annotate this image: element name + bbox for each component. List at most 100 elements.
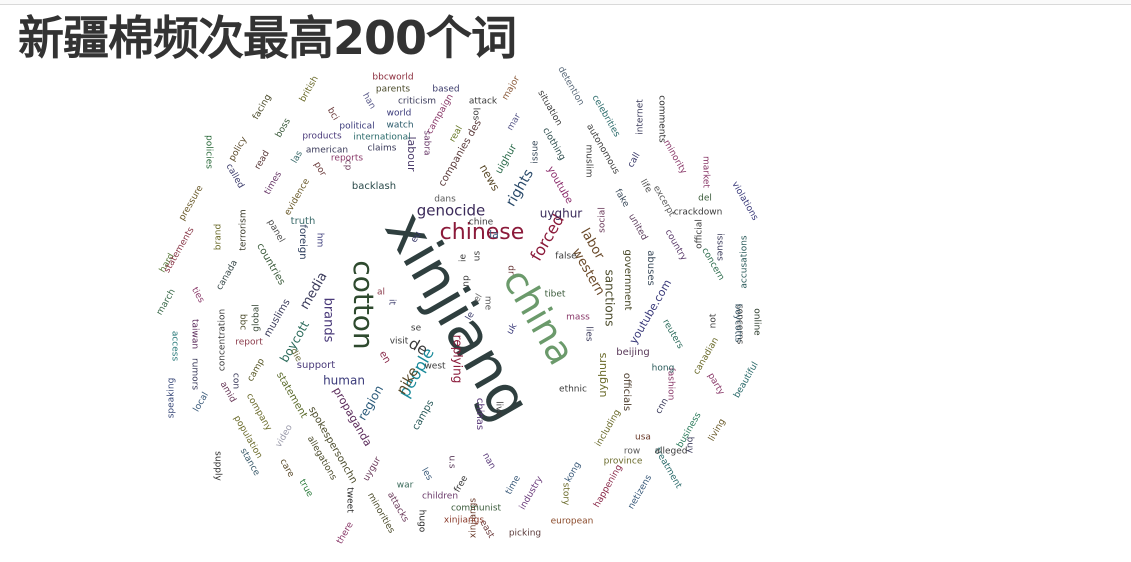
word-han: han [360, 91, 377, 111]
word-ie: ie [459, 254, 469, 263]
word-les: les [419, 466, 434, 482]
word-fake: fake [612, 187, 630, 209]
word-british: british [298, 74, 321, 104]
word-policies: policies [204, 135, 214, 169]
word-netizens: netizens [627, 473, 655, 511]
word-canadian: canadian [692, 336, 721, 377]
word-internet: internet [636, 99, 646, 135]
word-ethnic: ethnic [559, 385, 587, 395]
word-chine: chine [469, 218, 494, 228]
word-watch: watch [386, 121, 413, 131]
word-market: market [701, 156, 711, 188]
word-province: province [604, 457, 643, 467]
word-not: not [709, 313, 719, 328]
word-international: international [353, 133, 410, 143]
word-there: there [335, 520, 356, 546]
word-communist: communist [451, 504, 502, 514]
word-las: las [290, 149, 305, 165]
word-countries: countries [254, 241, 287, 287]
word-hong: hong [652, 364, 675, 374]
word-west: west [424, 362, 446, 372]
word-xinjiangs: xinjiangs [469, 498, 479, 538]
word-support: support [297, 360, 335, 371]
word-times: times [263, 170, 284, 197]
word-muslim: muslim [584, 145, 594, 178]
word-uyghurs: uyghurs [596, 352, 609, 397]
word-cotton: cotton [347, 260, 380, 349]
top-rule [0, 0, 1131, 5]
word-brand: brand [214, 224, 224, 250]
word-se: se [411, 324, 422, 334]
word-alleged: alleged [654, 447, 687, 457]
word-including: including [594, 408, 623, 449]
word-speaking: speaking [167, 378, 177, 419]
word-canada: canada [215, 258, 240, 292]
word-tweet: tweet [345, 487, 355, 513]
word-video: video [274, 423, 295, 450]
word-country: country [663, 228, 689, 263]
word-global: global [252, 304, 262, 331]
word-it: it [387, 299, 397, 306]
word-access: access [170, 331, 180, 362]
word-war: war [397, 481, 414, 491]
word-clothing: clothing [540, 126, 567, 162]
word-policy: policy [227, 135, 249, 164]
word-muslims: muslims [262, 297, 292, 339]
word-local: local [192, 391, 211, 414]
word-government: government [622, 250, 633, 311]
word-kong: kong [564, 460, 584, 484]
word-brands: brands [321, 298, 336, 343]
word-minority: minority [661, 138, 689, 176]
word-chinas: chinas [474, 398, 485, 430]
word-major: major [501, 74, 523, 102]
word-statements: statements [162, 225, 196, 274]
word-tibet: tibet [545, 290, 566, 300]
word-truth: truth [291, 216, 316, 227]
word-facing: facing [251, 93, 273, 122]
word-claims: claims [368, 144, 397, 154]
word-camps: camps [410, 398, 436, 432]
word-reuters: reuters [660, 318, 685, 351]
word-uighur: uighur [494, 142, 520, 176]
word-rights: rights [503, 167, 537, 210]
page-title: 新疆棉频次最高200个词 [18, 11, 517, 65]
word-por: por [312, 160, 328, 178]
word-reports: reports [331, 154, 363, 164]
word-eu: eu [409, 230, 423, 245]
word-con: con [231, 373, 241, 389]
word-panel: panel [265, 218, 286, 245]
word-true: true [297, 478, 315, 499]
word-backlash: backlash [352, 181, 396, 192]
word-party: party [705, 371, 726, 397]
word-united: united [626, 212, 649, 242]
word-mass: mass [566, 313, 590, 323]
word-hugo: hugo [417, 510, 427, 533]
word-criticism: criticism [398, 97, 436, 107]
word-report: report [235, 338, 263, 348]
word-row: row [624, 447, 640, 457]
word-concentration: concentration [218, 309, 228, 371]
word-issue: issue [531, 140, 541, 164]
word-official: official [695, 219, 705, 249]
word-buy: buy [685, 437, 695, 454]
word-european: european [551, 517, 594, 527]
word-sabra: sabra [422, 130, 432, 155]
word-products: products [302, 132, 342, 142]
word-free: free [453, 474, 471, 495]
word-beijing: beijing [616, 347, 650, 358]
word-abuses: abuses [645, 250, 656, 285]
word-officials: officials [621, 373, 632, 411]
word-el: el [472, 292, 485, 304]
word-detention: detention [555, 65, 585, 107]
word-labour: labour [405, 136, 418, 171]
word-crackdown: crackdown [674, 208, 723, 218]
word-u-s: u.s [447, 455, 457, 469]
word-ties: ties [189, 286, 206, 305]
word-sanctions: sanctions [603, 269, 617, 326]
word-rumors: rumors [190, 358, 200, 390]
word-boss: boss [274, 117, 293, 140]
word-mar: mar [506, 112, 524, 133]
word-visit: visit [390, 337, 409, 347]
word-dans: dans [434, 195, 456, 205]
